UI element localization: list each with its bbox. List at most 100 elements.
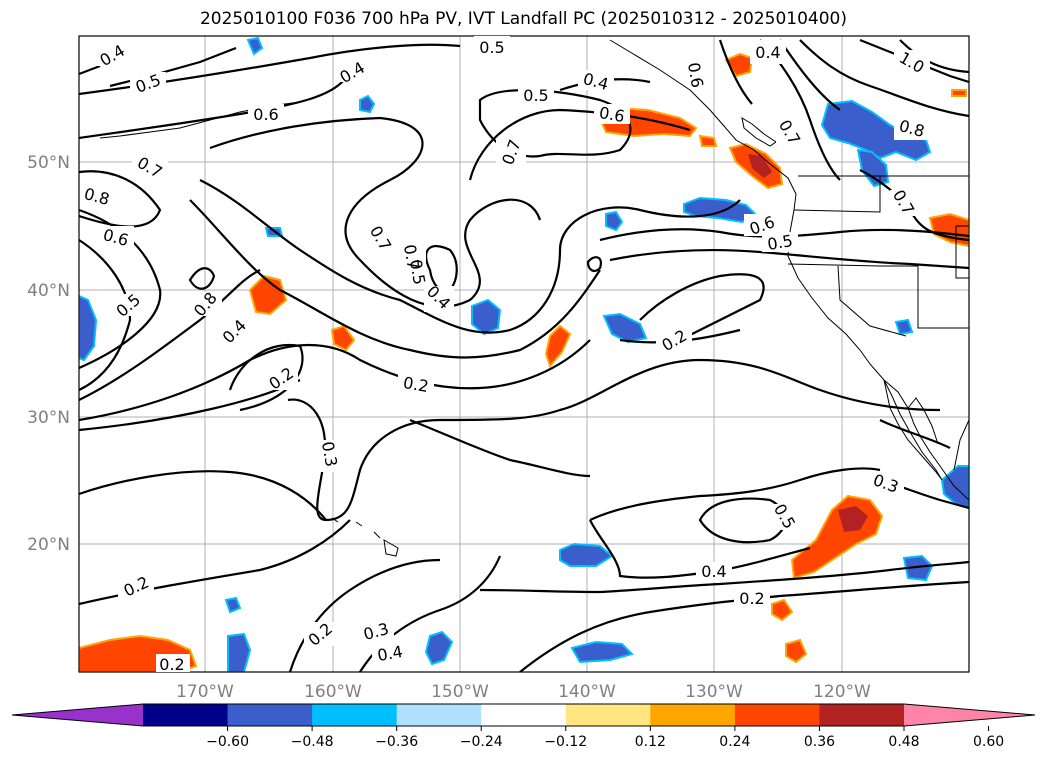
contour-43 <box>409 418 591 478</box>
contour-label: 0.6 <box>684 61 707 89</box>
baja-peninsula <box>883 379 943 481</box>
north-america-coast <box>609 39 969 501</box>
mexico-coast <box>953 419 969 471</box>
contour-21 <box>468 108 691 181</box>
contour-28 <box>899 39 969 74</box>
colorbar-tick-label: −0.60 <box>206 734 249 750</box>
contour-5 <box>209 116 542 308</box>
contour-31 <box>609 248 969 270</box>
neg-blob-south-2 <box>902 554 934 582</box>
colorbar-extend-high <box>904 704 1035 726</box>
contour-4 <box>79 79 345 140</box>
colorbar-tick-label: 0.36 <box>804 734 835 750</box>
neg-blob-west-edge <box>79 294 98 362</box>
lat-label-50n: 50°N <box>27 153 70 173</box>
contour-label: 0.5 <box>479 38 504 57</box>
neg-blob-central <box>471 298 502 336</box>
contour-39 <box>589 519 811 579</box>
neg-blob-small-4 <box>224 596 242 614</box>
neg-blob-south-5 <box>227 632 252 672</box>
colorbar-tick-label: 0.60 <box>973 734 1004 750</box>
neg-blob-small-2 <box>246 36 264 56</box>
contour-label: 0.2 <box>402 373 430 396</box>
neg-blob-south-1 <box>559 542 614 567</box>
colorbar-segment <box>227 704 313 726</box>
contour-label: 0.4 <box>755 43 780 62</box>
lat-label-40n: 40°N <box>27 281 70 301</box>
neg-blob-south-3 <box>570 640 634 664</box>
contour-18 <box>288 558 441 672</box>
longitude-labels: 170°W 160°W 150°W 140°W 130°W 120°W <box>176 682 871 702</box>
contour-label: 0.5 <box>523 86 548 105</box>
contour-12 <box>79 339 591 422</box>
contour-9 <box>199 179 741 334</box>
contour-38 <box>589 467 881 521</box>
contour-label: 0.6 <box>598 103 626 126</box>
pos-blob-south-small-1 <box>771 598 794 622</box>
pos-blob-alaska <box>724 52 754 78</box>
colorbar-tick-label: 0.12 <box>635 734 666 750</box>
contour-labels: 0.4 0.5 0.5 0.4 0.5 0.4 0.6 0.6 0.7 0.7 … <box>80 36 930 674</box>
lon-label-160w: 160°W <box>304 682 362 702</box>
contour-25 <box>799 39 969 118</box>
pos-blob-south-small-2 <box>785 638 808 664</box>
state-border-4 <box>955 225 969 279</box>
lon-label-150w: 150°W <box>431 682 489 702</box>
neg-blob-small-3 <box>605 210 624 232</box>
neg-blob-small-5 <box>894 318 914 336</box>
colorbar-segment <box>143 704 229 726</box>
contour-label: 0.7 <box>400 243 423 271</box>
contour-8 <box>79 239 132 391</box>
contour-41 <box>479 560 969 594</box>
lat-label-30n: 30°N <box>27 408 70 428</box>
hawaii-islands <box>331 517 399 557</box>
colorbar-segment <box>565 704 651 726</box>
colorbar-outline <box>11 703 1036 727</box>
contour-label: 0.2 <box>739 589 764 608</box>
neg-blob-small-1 <box>359 94 376 114</box>
colorbar-tick-label: 0.24 <box>719 734 750 750</box>
pos-blob-small-central <box>330 324 356 352</box>
pos-blob-small-ne <box>951 89 967 97</box>
state-border-3 <box>837 265 907 337</box>
contour-label: 0.4 <box>376 642 404 665</box>
colorbar-segment <box>481 704 567 726</box>
contour-10 <box>189 199 601 359</box>
contour-14 <box>228 343 304 412</box>
contour-36 <box>188 267 216 290</box>
map-title: 2025010100 F036 700 hPa PV, IVT Landfall… <box>199 9 847 29</box>
colorbar-segment <box>734 704 820 726</box>
contour-15 <box>287 358 941 522</box>
contour-label: 0.2 <box>159 655 184 674</box>
pos-blob-subtropical <box>544 324 572 368</box>
contour-23 <box>718 39 753 105</box>
pos-blob-baja-core <box>838 506 868 532</box>
contour-label: 0.5 <box>406 258 429 286</box>
colorbar-tick-label: −0.36 <box>375 734 418 750</box>
lon-label-130w: 130°W <box>685 682 743 702</box>
neg-blob-nw-coast <box>820 99 932 162</box>
contour-16 <box>79 470 327 521</box>
contour-44 <box>879 419 951 449</box>
colorbar-extend-low <box>12 704 143 726</box>
colorbar-tick-label: 0.48 <box>888 734 919 750</box>
contour-11 <box>79 269 261 401</box>
colorbar-segment <box>650 704 736 726</box>
lon-label-140w: 140°W <box>558 682 616 702</box>
neg-blob-south-4 <box>424 630 454 666</box>
lat-label-20n: 20°N <box>27 535 70 555</box>
contour-label: 0.6 <box>253 105 278 124</box>
contour-label: 0.3 <box>318 440 341 468</box>
coastlines <box>99 39 969 557</box>
pos-blob-small-bc <box>698 134 718 147</box>
colorbar: −0.60 −0.48 −0.36 −0.24 −0.12 0.12 0.24 0.36 0.4… <box>11 703 1036 750</box>
contour-6 <box>79 170 162 228</box>
lon-label-120w: 120°W <box>813 682 871 702</box>
contour-42 <box>519 580 969 672</box>
colorbar-segment <box>396 704 482 726</box>
contour-label: 0.4 <box>701 562 726 581</box>
contour-2 <box>79 64 101 76</box>
contour-32 <box>639 273 765 351</box>
map-frame <box>78 35 970 673</box>
